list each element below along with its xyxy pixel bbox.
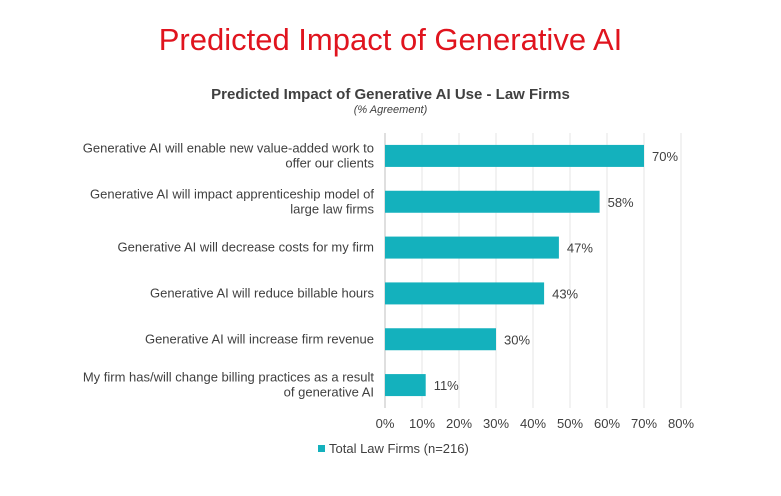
x-tick-label: 50%	[557, 416, 583, 431]
bar	[385, 328, 496, 351]
data-label: 58%	[608, 195, 634, 210]
x-tick-label: 10%	[409, 416, 435, 431]
legend: Total Law Firms (n=216)	[318, 441, 469, 456]
data-label: 47%	[567, 241, 593, 256]
bar	[385, 282, 545, 305]
bar	[385, 190, 600, 213]
x-tick-label: 30%	[483, 416, 509, 431]
x-tick-label: 80%	[668, 416, 694, 431]
legend-swatch	[318, 445, 325, 452]
bar	[385, 236, 559, 259]
bar	[385, 374, 426, 397]
category-label: offer our clients	[285, 155, 374, 170]
data-label: 11%	[434, 378, 459, 393]
category-label: Generative AI will enable new value-adde…	[83, 140, 374, 155]
category-label: Generative AI will decrease costs for my…	[118, 240, 374, 255]
category-label: Generative AI will impact apprenticeship…	[90, 186, 374, 201]
x-tick-label: 0%	[376, 416, 395, 431]
data-label: 30%	[504, 332, 530, 347]
page-title: Predicted Impact of Generative AI	[158, 22, 623, 57]
chart-title: Predicted Impact of Generative AI Use - …	[211, 86, 570, 103]
category-label: Generative AI will reduce billable hours	[150, 285, 375, 300]
x-tick-label: 70%	[631, 416, 657, 431]
category-label: My firm has/will change billing practice…	[83, 370, 375, 385]
category-label: of generative AI	[284, 385, 374, 400]
chart-subtitle: (% Agreement)	[353, 104, 428, 116]
x-tick-label: 60%	[594, 416, 620, 431]
legend-label: Total Law Firms (n=216)	[329, 441, 469, 456]
category-label: Generative AI will increase firm revenue	[145, 331, 374, 346]
x-tick-label: 20%	[446, 416, 472, 431]
data-label: 43%	[552, 286, 578, 301]
data-label: 70%	[652, 149, 678, 164]
bar	[385, 144, 644, 167]
category-label: large law firms	[290, 201, 374, 216]
x-tick-label: 40%	[520, 416, 546, 431]
